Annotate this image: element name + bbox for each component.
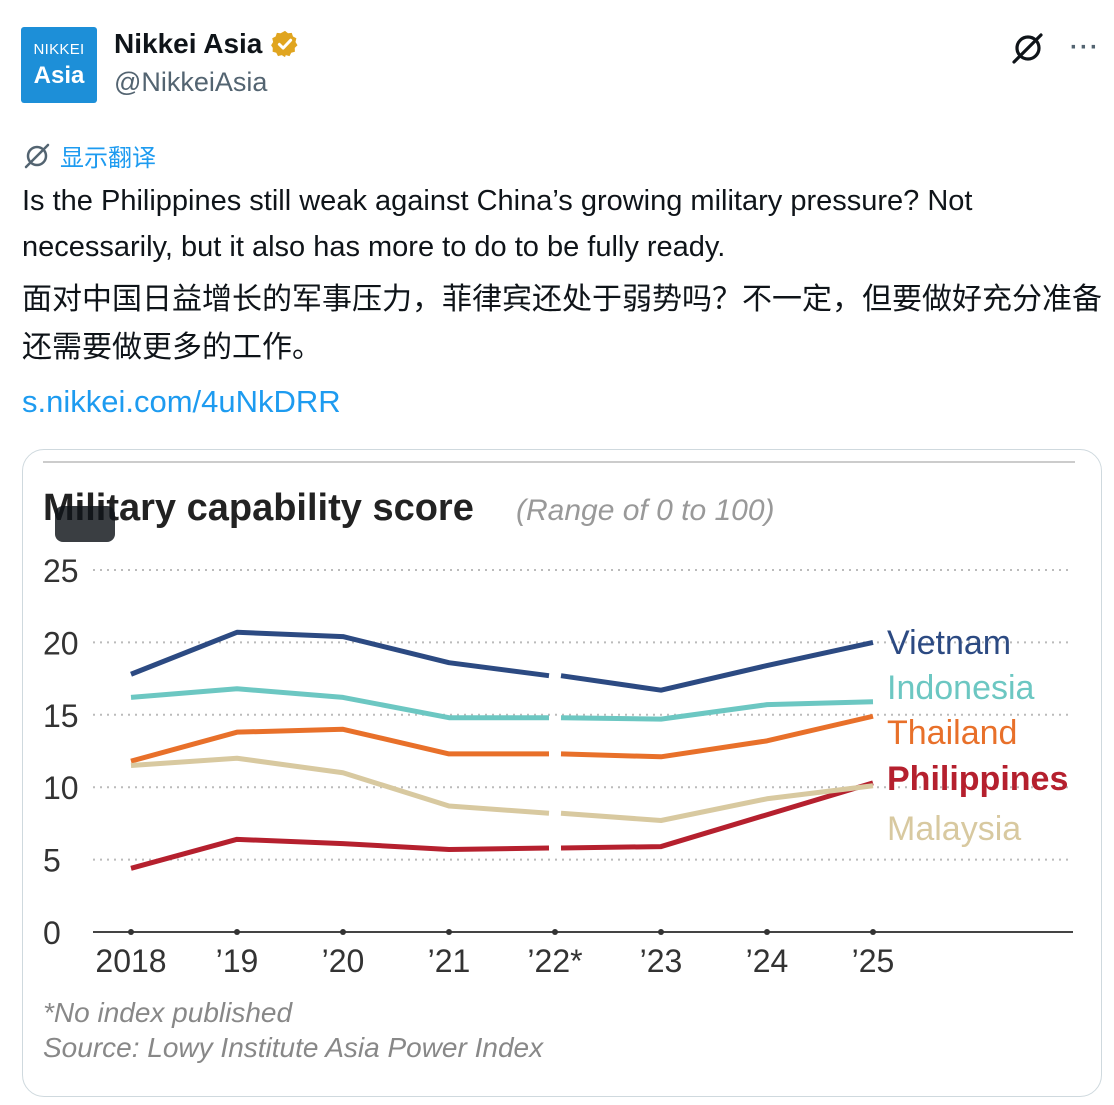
x-tick (658, 929, 664, 935)
verified-badge-icon[interactable] (270, 29, 300, 59)
y-tick-label: 10 (43, 770, 79, 806)
account-name[interactable]: Nikkei Asia (114, 28, 263, 59)
series-line-indonesia (130, 686, 549, 721)
x-tick-label: ’20 (322, 943, 365, 979)
legend-label-vietnam: Vietnam (887, 624, 1011, 662)
series-line-malaysia (560, 783, 874, 824)
x-tick (234, 929, 240, 935)
account-name-row: Nikkei Asia (114, 28, 300, 60)
x-tick (552, 929, 558, 935)
series-line-malaysia (130, 755, 550, 816)
avatar-text-line2: Asia (33, 62, 85, 89)
chart-subtitle: (Range of 0 to 100) (516, 494, 775, 527)
tweet-text-english: Is the Philippines still weak against Ch… (22, 185, 973, 263)
plot-area: 0 5 10 15 20 25 2018 ’19 ’20 ’21 ’22* ’23 ’24 ’25 Viet… (43, 553, 1073, 979)
y-tick-label: 25 (43, 553, 79, 589)
x-tick (128, 929, 134, 935)
legend-label-thailand: Thailand (887, 714, 1017, 752)
chart-source: Source: Lowy Institute Asia Power Index (43, 1032, 544, 1063)
series-line-philippines (560, 780, 874, 851)
tweet-link[interactable]: s.nikkei.com/4uNkDRR (22, 384, 341, 419)
translate-icon (24, 143, 50, 168)
avatar[interactable]: NIKKEI Asia (21, 27, 97, 103)
x-tick (340, 929, 346, 935)
grok-icon[interactable] (1010, 30, 1046, 66)
avatar-text-line1: NIKKEI (33, 41, 85, 58)
series-line-thailand (560, 713, 874, 760)
x-tick (870, 929, 876, 935)
y-tick-label: 15 (43, 698, 79, 734)
tweet-text-chinese: 面对中国日益增长的军事压力，菲律宾还处于弱势吗？不一定，但要做好充分准备还需要做… (22, 282, 1102, 365)
x-tick-label: ’23 (640, 943, 683, 979)
series-line-philippines (130, 836, 550, 871)
series-line-vietnam (560, 639, 874, 693)
series-line-vietnam (130, 629, 550, 679)
x-tick-label: ’22* (527, 943, 582, 979)
legend-label-malaysia: Malaysia (887, 810, 1021, 848)
legend-label-philippines: Philippines (887, 760, 1068, 798)
x-tick-label: ’24 (746, 943, 789, 979)
y-tick-label: 0 (43, 915, 61, 951)
series-line-thailand (130, 726, 549, 764)
x-tick-label: ’21 (428, 943, 471, 979)
chart-image-card[interactable]: Military capability score (Range of 0 to… (22, 449, 1102, 1097)
legend-label-indonesia: Indonesia (887, 669, 1035, 707)
show-translation-label: 显示翻译 (60, 145, 156, 172)
series-line-indonesia (560, 699, 874, 722)
x-tick-label: ’19 (216, 943, 259, 979)
show-translation-button[interactable]: 显示翻译 (22, 138, 156, 173)
more-icon[interactable]: ··· (1070, 34, 1100, 61)
chart-footnote: *No index published (43, 997, 293, 1028)
y-tick-label: 5 (43, 843, 61, 879)
media-overlay-badge (55, 506, 115, 542)
account-handle[interactable]: @NikkeiAsia (114, 67, 268, 97)
x-tick (764, 929, 770, 935)
y-tick-label: 20 (43, 625, 79, 661)
tweet-actions-top: ··· (1010, 30, 1100, 66)
x-tick (446, 929, 452, 935)
x-tick-label: ’25 (852, 943, 895, 979)
military-capability-chart: Military capability score (Range of 0 to… (43, 461, 1075, 1063)
x-tick-label: 2018 (95, 943, 166, 979)
